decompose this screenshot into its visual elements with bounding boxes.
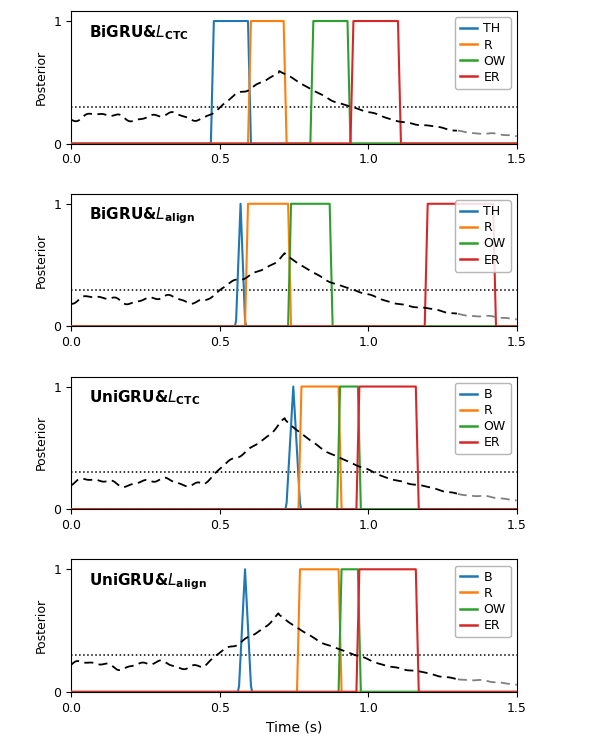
Legend: TH, R, OW, ER: TH, R, OW, ER bbox=[454, 17, 510, 89]
Text: $\mathbf{BiGRU & \mathit{L}_{CTC}}$: $\mathbf{BiGRU & \mathit{L}_{CTC}}$ bbox=[89, 23, 188, 42]
Y-axis label: Posterior: Posterior bbox=[35, 598, 48, 653]
Y-axis label: Posterior: Posterior bbox=[35, 50, 48, 105]
Text: $\mathbf{BiGRU & \mathit{L}_{align}}$: $\mathbf{BiGRU & \mathit{L}_{align}}$ bbox=[89, 206, 195, 227]
Y-axis label: Posterior: Posterior bbox=[35, 415, 48, 470]
Y-axis label: Posterior: Posterior bbox=[35, 233, 48, 288]
Text: $\mathbf{UniGRU & \mathit{L}_{align}}$: $\mathbf{UniGRU & \mathit{L}_{align}}$ bbox=[89, 571, 207, 592]
Text: $\mathbf{UniGRU & \mathit{L}_{CTC}}$: $\mathbf{UniGRU & \mathit{L}_{CTC}}$ bbox=[89, 389, 200, 408]
X-axis label: Time (s): Time (s) bbox=[266, 720, 322, 735]
Legend: B, R, OW, ER: B, R, OW, ER bbox=[454, 383, 510, 454]
Legend: B, R, OW, ER: B, R, OW, ER bbox=[454, 565, 510, 637]
Legend: TH, R, OW, ER: TH, R, OW, ER bbox=[454, 200, 510, 272]
